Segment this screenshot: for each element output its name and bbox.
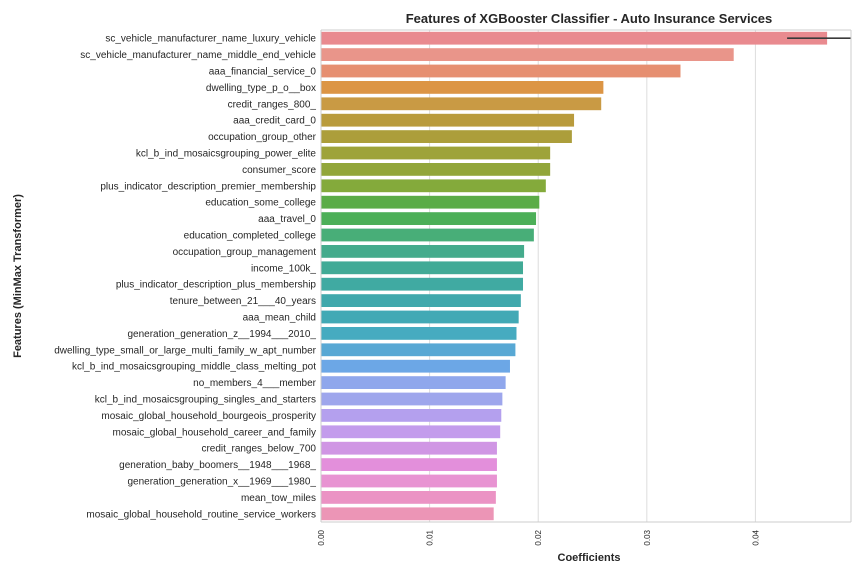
bar [321, 491, 496, 504]
bar [321, 409, 502, 422]
category-label: dwelling_type_p_o__box [206, 83, 316, 94]
bar [321, 376, 506, 389]
bar [321, 474, 497, 488]
category-label: mosaic_global_household_routine_service_… [86, 509, 316, 520]
category-label: credit_ranges_below_700 [201, 444, 316, 455]
x-tick-label: 0.01 [426, 529, 435, 545]
category-label: sc_vehicle_manufacturer_name_luxury_vehi… [105, 34, 316, 45]
chart-title: Features of XGBooster Classifier - Auto … [406, 11, 773, 26]
bar [321, 31, 828, 45]
bar [321, 48, 734, 61]
category-label: kcl_b_ind_mosaicsgrouping_singles_and_st… [95, 395, 316, 406]
category-label: no_members_4___member [193, 378, 317, 389]
category-label: sc_vehicle_manufacturer_name_middle_end_… [80, 50, 316, 61]
category-label: credit_ranges_800_ [228, 99, 317, 110]
gridlines [429, 30, 756, 522]
category-label: plus_indicator_description_plus_membersh… [116, 280, 317, 291]
category-label: aaa_credit_card_0 [233, 116, 316, 127]
bar [321, 146, 551, 160]
bar [321, 113, 575, 127]
x-tick-label: 0.04 [751, 529, 760, 545]
category-label: kcl_b_ind_mosaicsgrouping_power_elite [136, 149, 317, 160]
category-label: generation_generation_x__1969___1980_ [127, 477, 316, 488]
category-label: income_100k_ [251, 263, 316, 274]
category-label: education_some_college [205, 198, 316, 209]
bar [321, 130, 572, 143]
bar [321, 228, 534, 242]
category-label: generation_generation_z__1994___2010_ [127, 329, 316, 340]
category-label: mosaic_global_household_career_and_famil… [113, 427, 316, 438]
x-tick-label: 0.02 [534, 529, 543, 545]
x-tick-labels: 0.00 0.01 0.02 0.03 0.04 [317, 529, 760, 545]
category-label: occupation_group_other [208, 132, 317, 143]
bar [321, 245, 525, 258]
category-label: generation_baby_boomers__1948___1968_ [119, 460, 316, 471]
category-label: kcl_b_ind_mosaicsgrouping_middle_class_m… [72, 362, 316, 373]
bar [321, 458, 497, 471]
category-label: mosaic_global_household_bourgeois_prospe… [101, 411, 316, 422]
plot-background [321, 30, 851, 522]
bar [321, 392, 503, 406]
bar [321, 359, 510, 373]
category-labels: sc_vehicle_manufacturer_name_luxury_vehi… [54, 34, 316, 521]
bar [321, 195, 540, 209]
x-tick-label: 0.03 [643, 529, 652, 545]
bar [321, 81, 604, 94]
bar [321, 97, 602, 111]
bar [321, 163, 551, 176]
category-label: tenure_between_21___40_years [170, 296, 316, 307]
bar [321, 294, 521, 307]
bar [321, 179, 546, 193]
bar [321, 64, 681, 78]
bar [321, 425, 501, 439]
category-label: aaa_travel_0 [258, 214, 316, 225]
category-label: aaa_financial_service_0 [209, 67, 317, 78]
category-label: mean_tow_miles [241, 493, 316, 504]
bar [321, 212, 537, 225]
bar [321, 441, 497, 455]
category-label: education_completed_college [184, 231, 317, 242]
bar [321, 261, 524, 275]
category-label: plus_indicator_description_premier_membe… [100, 181, 316, 192]
y-axis-label: Features (MinMax Transformer) [12, 194, 24, 358]
bar [321, 277, 524, 291]
bar [321, 343, 516, 357]
bar [321, 327, 517, 340]
bars-group [321, 31, 851, 521]
bar [321, 310, 519, 324]
category-label: consumer_score [242, 165, 316, 176]
bar [321, 507, 494, 521]
category-label: aaa_mean_child [243, 313, 316, 324]
category-label: dwelling_type_small_or_large_multi_famil… [54, 345, 316, 356]
x-axis-label: Coefficients [558, 552, 621, 564]
x-tick-label: 0.00 [317, 529, 326, 545]
category-label: occupation_group_management [173, 247, 317, 258]
